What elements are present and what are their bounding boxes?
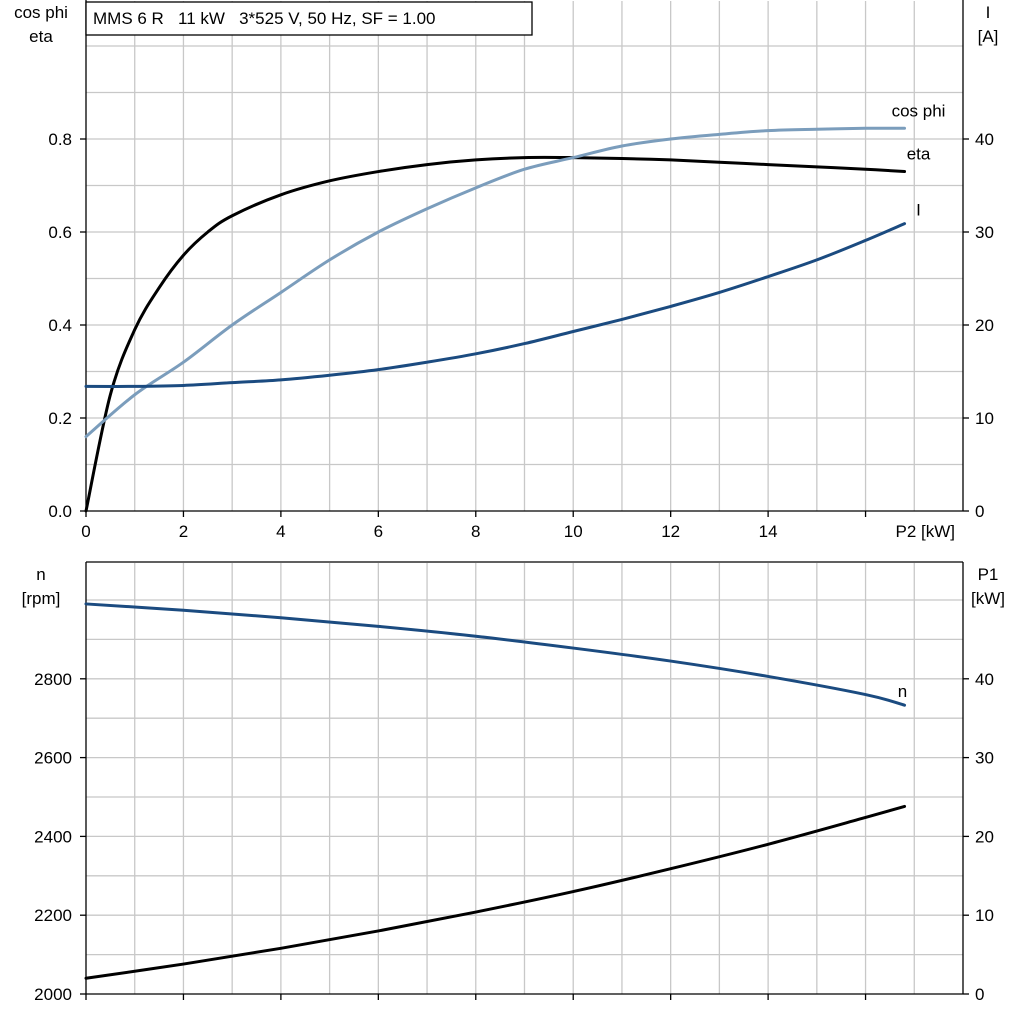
series-n: n — [84, 602, 907, 707]
left-tick-label: 2200 — [34, 906, 72, 925]
right-tick-label: 40 — [975, 670, 994, 689]
grid-lines — [86, 563, 963, 994]
series-line — [84, 126, 907, 439]
x-tick-label: 12 — [661, 522, 680, 541]
left-tick-label: 0.6 — [48, 223, 72, 242]
left-axis-title-line2: eta — [29, 27, 53, 46]
left-tick-label: 0.4 — [48, 316, 72, 335]
speed-power-panel: 2000 2200 2400 2600 2800 0 10 20 30 40 n [rpm] P1 [kW… — [22, 561, 1005, 1004]
right-axis-title-line2: [kW] — [971, 589, 1005, 608]
left-tick-label: 2800 — [34, 670, 72, 689]
left-axis-title-line2: [rpm] — [22, 589, 61, 608]
right-tick-label: 10 — [975, 409, 994, 428]
series-line — [84, 222, 907, 388]
x-axis-title: P2 [kW] — [895, 522, 955, 541]
series-label: cos phi — [892, 101, 946, 120]
series-i: I — [84, 201, 921, 388]
series-line — [84, 602, 907, 707]
efficiency-current-panel: 0.0 0.2 0.4 0.6 0.8 0 10 20 30 40 0 2 4 6 8 10 12 14 P2 [k… — [14, 0, 998, 541]
x-tick-label: 6 — [374, 522, 383, 541]
chart-title: MMS 6 R 11 kW 3*525 V, 50 Hz, SF = 1.00 — [93, 9, 436, 28]
right-tick-label: 0 — [975, 985, 984, 1004]
right-axis-title-line1: P1 — [978, 565, 999, 584]
x-tick-label: 8 — [471, 522, 480, 541]
series-label: eta — [907, 145, 931, 164]
x-tick-label: 2 — [179, 522, 188, 541]
x-tick-label: 0 — [81, 522, 90, 541]
series-label: n — [898, 682, 907, 701]
right-tick-label: 20 — [975, 316, 994, 335]
x-tick-label: 14 — [759, 522, 778, 541]
left-tick-label: 2000 — [34, 985, 72, 1004]
left-axis-title-line1: n — [36, 565, 45, 584]
right-axis-title-line1: I — [986, 3, 991, 22]
right-tick-label: 40 — [975, 130, 994, 149]
left-tick-label: 2600 — [34, 749, 72, 768]
right-tick-label: 30 — [975, 749, 994, 768]
series-cos-phi: cos phi — [84, 101, 946, 439]
left-tick-label: 0.0 — [48, 502, 72, 521]
series-label: I — [916, 201, 921, 220]
left-tick-label: 2400 — [34, 827, 72, 846]
right-tick-label: 0 — [975, 502, 984, 521]
series-line — [84, 155, 907, 513]
chart-title-frame — [85, 1, 533, 36]
right-tick-label: 10 — [975, 906, 994, 925]
right-axis-title-line2: [A] — [978, 27, 999, 46]
x-tick-label: 10 — [564, 522, 583, 541]
x-tick-label: 4 — [276, 522, 285, 541]
left-tick-label: 0.2 — [48, 409, 72, 428]
series-line — [84, 804, 907, 980]
left-tick-label: 0.8 — [48, 130, 72, 149]
series-eta: eta — [84, 145, 931, 513]
right-tick-label: 20 — [975, 827, 994, 846]
chart-title-box: MMS 6 R 11 kW 3*525 V, 50 Hz, SF = 1.00 — [85, 1, 533, 36]
series-p1 — [84, 804, 907, 980]
right-tick-label: 30 — [975, 223, 994, 242]
grid-lines — [86, 1, 963, 511]
left-axis-title-line1: cos phi — [14, 3, 68, 22]
